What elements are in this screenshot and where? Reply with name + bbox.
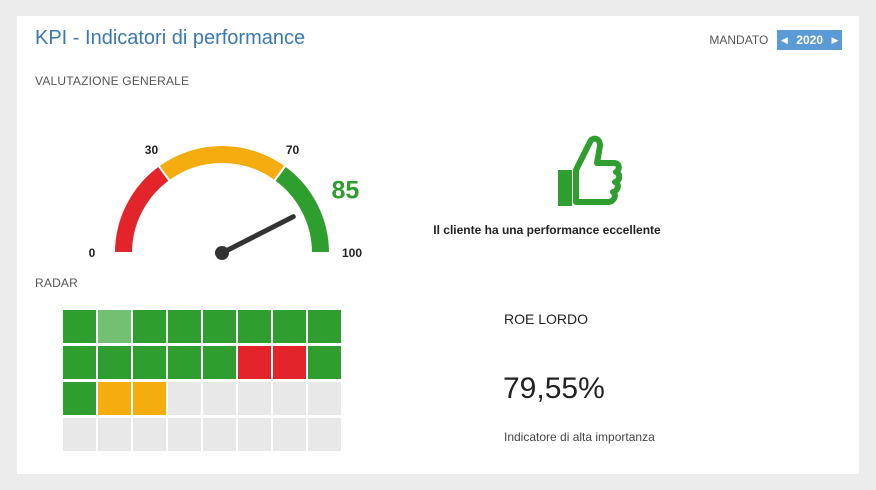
radar-cell <box>273 418 306 451</box>
kpi-description: Indicatore di alta importanza <box>504 430 655 444</box>
radar-cell <box>308 382 341 415</box>
radar-grid <box>63 310 341 451</box>
radar-cell <box>98 310 131 343</box>
gauge-tick-label: 30 <box>145 143 159 157</box>
gauge-hub <box>215 246 229 260</box>
radar-cell <box>168 382 201 415</box>
gauge-tick-label: 70 <box>286 143 300 157</box>
radar-cell <box>238 346 271 379</box>
gauge-chart: 0 30 70 100 85 <box>89 143 362 260</box>
radar-cell <box>63 382 96 415</box>
next-year-arrow-icon[interactable]: ▶ <box>831 34 839 45</box>
radar-cell <box>133 310 166 343</box>
section-label-radar: RADAR <box>35 276 79 290</box>
mandate-selector: MANDATO ◀ 2020 ▶ <box>709 30 842 50</box>
thumbs-up-icon <box>558 135 622 206</box>
radar-cell <box>203 382 236 415</box>
radar-cell <box>238 310 271 343</box>
radar-cell <box>308 310 341 343</box>
radar-cell <box>273 382 306 415</box>
gauge-tick-label: 0 <box>89 246 96 260</box>
radar-cell <box>238 418 271 451</box>
radar-cell <box>308 346 341 379</box>
radar-cell <box>203 310 236 343</box>
radar-cell <box>63 346 96 379</box>
gauge-score-value: 85 <box>332 176 360 204</box>
radar-cell <box>308 418 341 451</box>
year-navigator: ◀ 2020 ▶ <box>777 30 842 50</box>
radar-cell <box>63 310 96 343</box>
radar-cell <box>168 310 201 343</box>
gauge-band <box>157 144 287 183</box>
radar-cell <box>63 418 96 451</box>
radar-cell <box>98 346 131 379</box>
prev-year-arrow-icon[interactable]: ◀ <box>780 34 788 45</box>
radar-cell <box>203 346 236 379</box>
radar-cell <box>168 418 201 451</box>
radar-cell <box>133 346 166 379</box>
kpi-name: ROE LORDO <box>504 311 589 327</box>
mandate-label: MANDATO <box>709 33 769 47</box>
year-value: 2020 <box>796 33 823 47</box>
radar-cell <box>133 418 166 451</box>
section-label-valutazione: VALUTAZIONE GENERALE <box>35 74 190 88</box>
radar-cell <box>98 382 131 415</box>
kpi-value: 79,55% <box>503 372 605 405</box>
gauge-tick-label: 100 <box>342 246 362 260</box>
kpi-card: KPI - Indicatori di performance MANDATO … <box>17 16 859 474</box>
gauge-band <box>272 164 332 254</box>
radar-cell <box>133 382 166 415</box>
radar-cell <box>98 418 131 451</box>
radar-cell <box>273 346 306 379</box>
radar-cell <box>273 310 306 343</box>
page-title: KPI - Indicatori di performance <box>35 27 306 49</box>
radar-cell <box>238 382 271 415</box>
radar-cell <box>168 346 201 379</box>
gauge-needle <box>219 214 296 256</box>
performance-verdict: Il cliente ha una performance eccellente <box>433 223 661 237</box>
radar-cell <box>203 418 236 451</box>
gauge-band <box>112 164 172 254</box>
